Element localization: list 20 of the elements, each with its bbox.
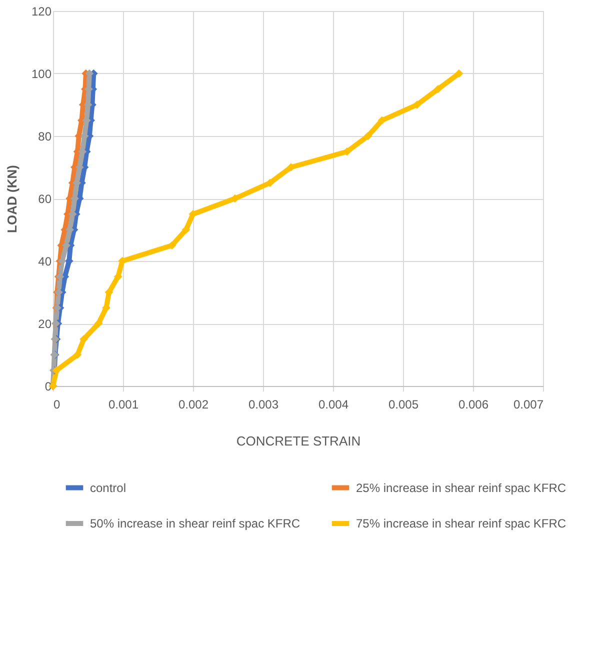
x-tick-label: 0.004 xyxy=(318,398,349,412)
legend-label: 50% increase in shear reinf spac KFRC xyxy=(90,516,300,530)
y-tick-label: 120 xyxy=(31,4,52,18)
legend-label: 75% increase in shear reinf spac KFRC xyxy=(356,516,566,530)
x-tick-label: 0.002 xyxy=(178,398,209,412)
y-tick-label: 40 xyxy=(38,254,52,268)
x-tick-label: 0.001 xyxy=(108,398,139,412)
y-tick-label: 80 xyxy=(38,130,52,144)
y-tick-label: 100 xyxy=(31,67,52,81)
legend-label: 25% increase in shear reinf spac KFRC xyxy=(356,480,566,495)
legend-label: control xyxy=(90,480,126,495)
x-tick-label: 0.006 xyxy=(458,398,489,412)
x-axis-title: CONCRETE STRAIN xyxy=(236,434,361,448)
y-tick-label: 20 xyxy=(38,317,52,331)
x-tick-label: 0.003 xyxy=(248,398,279,412)
x-tick-label: 0.007 xyxy=(513,398,544,412)
y-tick-label: 60 xyxy=(38,192,52,206)
y-axis-title: LOAD (KN) xyxy=(4,165,20,233)
x-tick-label: 0.005 xyxy=(388,398,419,412)
x-tick-label: 0 xyxy=(54,398,60,412)
